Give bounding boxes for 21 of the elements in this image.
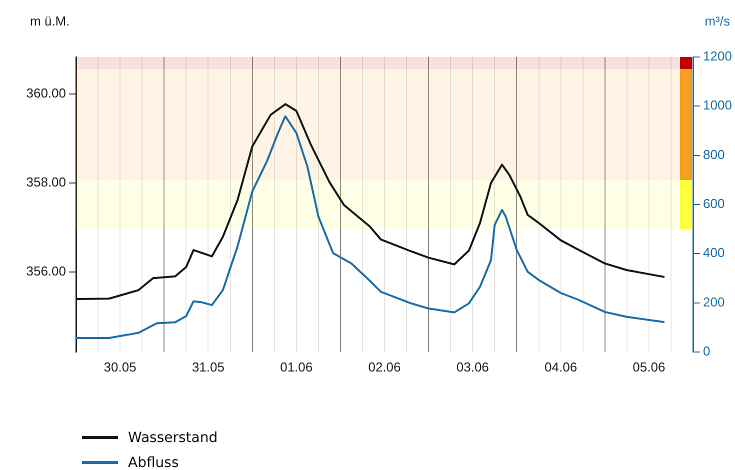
y2-tick-label: 1200 (703, 48, 732, 64)
y2-axis-title: m³/s (704, 14, 730, 29)
y-tick-label: 356.00 (26, 263, 66, 278)
y-tick-label: 360.00 (26, 86, 66, 101)
x-tick-label: 31.05 (192, 359, 224, 374)
x-tick-label: 03.06 (456, 359, 489, 374)
x-tick-label: 04.06 (544, 359, 578, 374)
y2-tick-label: 1000 (703, 98, 732, 113)
y-axis-title: m ü.M. (30, 14, 70, 29)
y-tick-label: 358.00 (26, 174, 66, 190)
x-tick-label: 30.05 (104, 359, 136, 374)
x-tick-label: 02.06 (368, 359, 401, 374)
y2-tick-label: 400 (703, 245, 725, 260)
y2-tick-label: 0 (703, 344, 710, 359)
legend-label: Wasserstand (128, 430, 218, 446)
x-tick-label: 01.06 (280, 359, 313, 374)
legend-label: Abfluss (128, 454, 179, 470)
y2-tick-label: 800 (703, 146, 725, 162)
x-tick-label: 05.06 (632, 359, 666, 374)
y2-tick-label: 600 (703, 196, 725, 212)
y2-tick-label: 200 (703, 294, 725, 310)
